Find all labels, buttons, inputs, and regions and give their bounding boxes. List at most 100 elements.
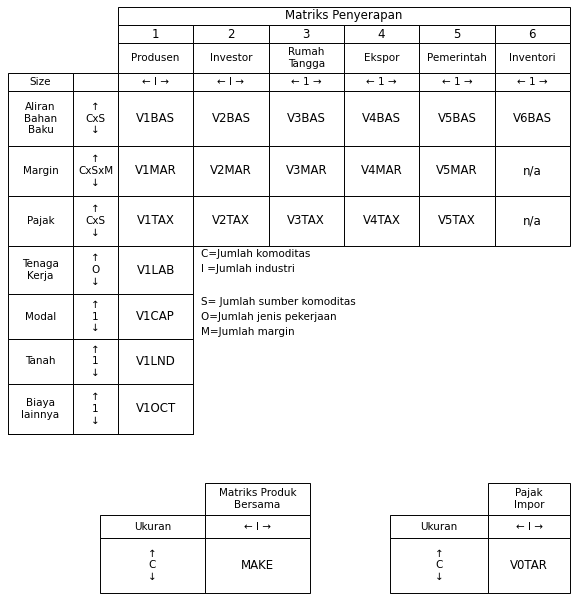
- Bar: [73, 91, 118, 146]
- Text: Margin: Margin: [23, 166, 58, 176]
- Bar: [205, 515, 310, 538]
- Text: V2BAS: V2BAS: [212, 112, 251, 125]
- Text: n/a: n/a: [523, 214, 542, 227]
- Text: V3MAR: V3MAR: [286, 165, 327, 177]
- Bar: [194, 25, 269, 43]
- Text: M=Jumlah margin: M=Jumlah margin: [201, 327, 295, 337]
- Text: Rumah
Tangga: Rumah Tangga: [287, 47, 325, 69]
- Bar: [8, 146, 73, 196]
- Text: Aliran
Bahan
Baku: Aliran Bahan Baku: [24, 102, 57, 135]
- Text: V1LAB: V1LAB: [136, 263, 175, 276]
- Bar: [8, 73, 73, 91]
- Bar: [118, 246, 194, 294]
- Text: Ukuran: Ukuran: [134, 522, 171, 531]
- Bar: [494, 43, 570, 73]
- Text: ↑
CxS
↓: ↑ CxS ↓: [86, 204, 106, 238]
- Bar: [8, 339, 73, 384]
- Bar: [269, 25, 344, 43]
- Bar: [73, 339, 118, 384]
- Bar: [419, 25, 494, 43]
- Text: I =Jumlah industri: I =Jumlah industri: [201, 264, 295, 274]
- Bar: [269, 196, 344, 246]
- Text: ↑
1
↓: ↑ 1 ↓: [91, 392, 100, 426]
- Bar: [344, 91, 419, 146]
- Text: S= Jumlah sumber komoditas: S= Jumlah sumber komoditas: [201, 297, 356, 307]
- Bar: [344, 146, 419, 196]
- Text: V2MAR: V2MAR: [210, 165, 252, 177]
- Text: ↑
1
↓: ↑ 1 ↓: [91, 345, 100, 378]
- Text: 5: 5: [453, 27, 461, 41]
- Bar: [390, 538, 488, 593]
- Text: 1: 1: [152, 27, 159, 41]
- Bar: [494, 91, 570, 146]
- Bar: [8, 294, 73, 339]
- Bar: [118, 43, 194, 73]
- Bar: [269, 43, 344, 73]
- Text: ← 1 →: ← 1 →: [441, 77, 472, 87]
- Text: C=Jumlah komoditas: C=Jumlah komoditas: [201, 249, 311, 259]
- Bar: [73, 196, 118, 246]
- Bar: [419, 196, 494, 246]
- Text: V5BAS: V5BAS: [437, 112, 476, 125]
- Text: Ekspor: Ekspor: [364, 53, 399, 63]
- Text: Pajak: Pajak: [27, 216, 54, 226]
- Bar: [118, 146, 194, 196]
- Text: V1BAS: V1BAS: [136, 112, 175, 125]
- Text: 4: 4: [378, 27, 385, 41]
- Bar: [118, 294, 194, 339]
- Bar: [344, 196, 419, 246]
- Bar: [205, 538, 310, 593]
- Text: Modal: Modal: [25, 312, 56, 322]
- Text: Biaya
lainnya: Biaya lainnya: [22, 398, 59, 420]
- Text: Tenaga
Kerja: Tenaga Kerja: [22, 259, 59, 281]
- Bar: [73, 73, 118, 91]
- Bar: [118, 91, 194, 146]
- Bar: [419, 91, 494, 146]
- Text: V2TAX: V2TAX: [212, 214, 250, 227]
- Bar: [194, 43, 269, 73]
- Bar: [8, 384, 73, 434]
- Bar: [100, 515, 205, 538]
- Bar: [344, 73, 419, 91]
- Text: V1CAP: V1CAP: [136, 310, 175, 323]
- Bar: [118, 25, 194, 43]
- Text: 6: 6: [529, 27, 536, 41]
- Bar: [494, 196, 570, 246]
- Text: V5TAX: V5TAX: [438, 214, 476, 227]
- Text: Investor: Investor: [210, 53, 252, 63]
- Text: Matriks Penyerapan: Matriks Penyerapan: [285, 10, 403, 23]
- Bar: [194, 146, 269, 196]
- Bar: [73, 246, 118, 294]
- Bar: [269, 146, 344, 196]
- Bar: [205, 483, 310, 515]
- Bar: [100, 538, 205, 593]
- Text: V3BAS: V3BAS: [287, 112, 326, 125]
- Bar: [488, 515, 570, 538]
- Text: Ukuran: Ukuran: [420, 522, 458, 531]
- Bar: [488, 483, 570, 515]
- Bar: [344, 25, 419, 43]
- Text: ← I →: ← I →: [142, 77, 169, 87]
- Bar: [419, 73, 494, 91]
- Text: 3: 3: [303, 27, 310, 41]
- Text: V1OCT: V1OCT: [135, 402, 176, 416]
- Bar: [390, 515, 488, 538]
- Text: ← 1 →: ← 1 →: [291, 77, 322, 87]
- Text: ↑
CxSxM
↓: ↑ CxSxM ↓: [78, 155, 113, 187]
- Text: V1TAX: V1TAX: [136, 214, 174, 227]
- Bar: [118, 7, 570, 25]
- Bar: [494, 73, 570, 91]
- Text: V4MAR: V4MAR: [361, 165, 402, 177]
- Text: ← I →: ← I →: [244, 522, 271, 531]
- Bar: [118, 73, 194, 91]
- Text: Size: Size: [30, 77, 51, 87]
- Bar: [8, 246, 73, 294]
- Bar: [8, 91, 73, 146]
- Bar: [73, 146, 118, 196]
- Text: V0TAR: V0TAR: [510, 559, 548, 572]
- Text: Matriks Produk
Bersama: Matriks Produk Bersama: [219, 488, 296, 510]
- Bar: [494, 146, 570, 196]
- Text: n/a: n/a: [523, 165, 542, 177]
- Bar: [73, 384, 118, 434]
- Text: 2: 2: [227, 27, 235, 41]
